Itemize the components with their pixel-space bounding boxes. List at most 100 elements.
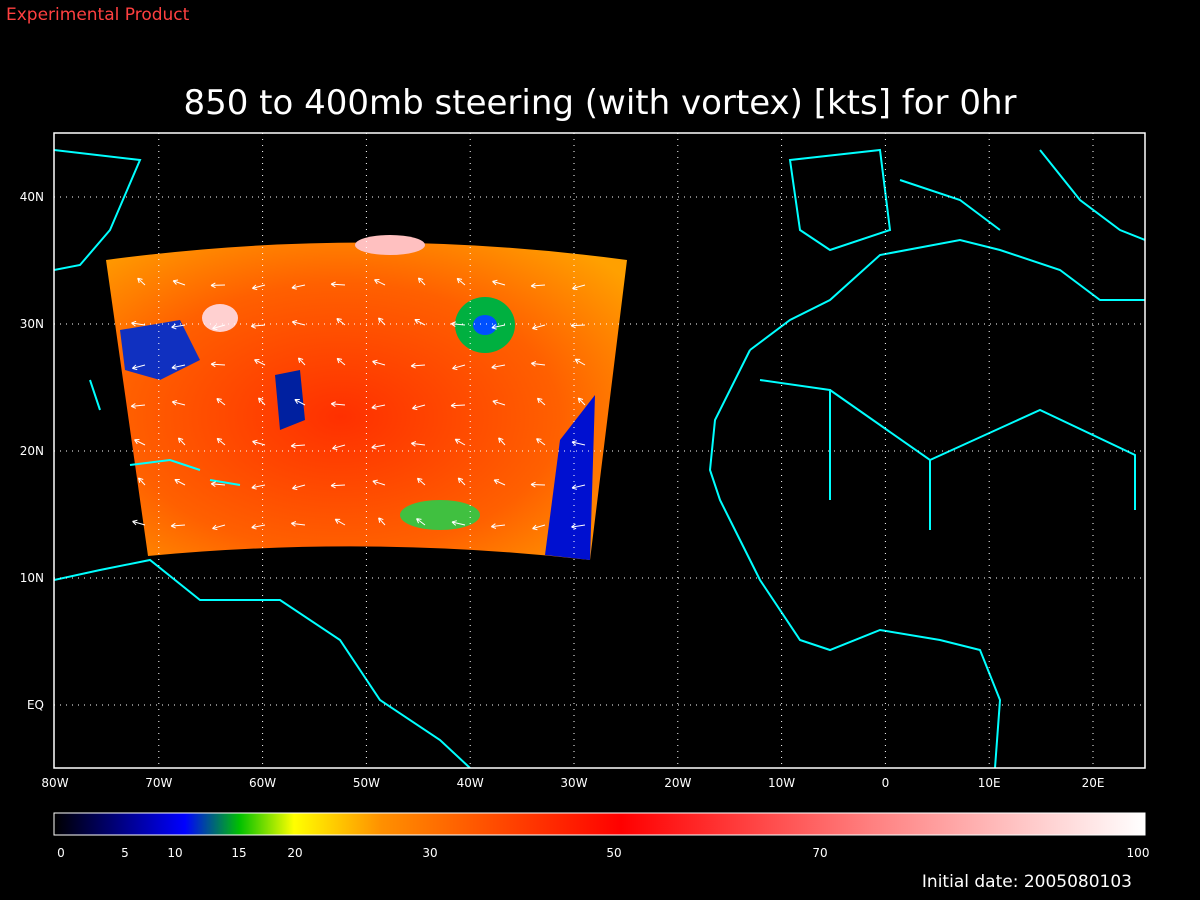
wind-arrow [216,437,226,446]
wind-arrow [210,361,226,368]
wind-arrow [577,397,586,406]
lon-label: 70W [145,776,172,790]
lon-label: 80W [41,776,68,790]
wind-arrow [570,322,586,329]
wind-arrow [252,439,266,446]
wind-arrow [378,517,386,526]
wind-arrow [294,398,306,406]
wind-arrows [130,277,586,531]
wind-arrow [372,479,386,486]
wind-arrow [532,324,546,331]
wind-arrow [416,477,426,486]
wind-arrow [457,477,466,486]
wind-arrow [536,397,546,406]
wind-arrow [492,279,506,286]
lon-label: 10W [768,776,795,790]
wind-arrow [498,437,506,446]
wind-arrow [290,521,306,527]
wind-arrow [530,361,546,367]
wind-arrow [290,442,306,449]
wind-arrow [492,399,506,406]
wind-arrow [574,358,586,366]
lon-label: 20E [1082,776,1105,790]
lon-label: 20W [664,776,691,790]
wind-arrow [536,438,546,446]
colorbar-label: 20 [287,846,302,860]
wind-arrow [172,279,186,286]
wind-arrow [371,443,386,450]
wind-arrow [210,481,226,487]
wind-arrow [210,282,226,289]
colorbar-label: 70 [812,846,827,860]
wind-arrow [171,364,186,370]
wind-arrow [454,438,466,446]
coastlines [54,148,1145,768]
wind-arrow [130,403,146,409]
wind-arrow [491,324,506,330]
wind-arrow [171,323,186,330]
wind-arrow [410,362,426,369]
field-blob [275,370,305,430]
wind-arrow [417,277,426,286]
colorbar-label: 5 [121,846,129,860]
wind-arrow [530,282,546,289]
wind-arrow [374,279,386,286]
lon-label: 60W [249,776,276,790]
wind-arrow [378,317,386,326]
wind-arrow [216,398,226,406]
wind-arrow [452,364,466,371]
wind-arrow [254,359,266,366]
wind-arrow [131,364,146,371]
wind-arrow [138,477,146,486]
wind-arrow [336,357,346,366]
wind-arrow [291,284,306,290]
wind-arrow [493,479,506,486]
wind-arrow [334,518,346,526]
colorbar-label: 0 [57,846,65,860]
lon-label: 30W [560,776,587,790]
product-label: Experimental Product [6,5,190,25]
wind-arrow [258,397,266,406]
map-frame [53,132,1146,769]
wind-arrow [572,284,586,291]
field-blob [473,315,497,335]
lat-label: 40N [20,190,44,204]
map-area [54,133,1145,768]
wind-arrow [251,484,266,490]
wind-arrow [450,321,466,327]
lon-label: 50W [353,776,380,790]
axis-labels: 80W 70W 60W 50W 40W 30W 20W 10W 0 10E 20E 40N 30N 20N… [20,190,1105,790]
wind-arrow [371,404,386,410]
initial-date: Initial date: 2005080103 [922,872,1132,892]
wind-arrow [132,519,146,526]
wind-arrow [171,399,186,406]
map-title: 850 to 400mb steering (with vortex) [kts… [183,83,1016,123]
wind-arrow [416,518,426,526]
wind-arrow [451,520,466,526]
wind-arrow [571,440,586,446]
field-blob [545,395,595,560]
wind-arrow [251,284,266,291]
wind-arrow [177,437,186,446]
wind-arrow [332,444,346,451]
wind-arrow [532,524,546,531]
colorbar [53,812,1146,836]
wind-arrow [137,277,146,286]
wind-arrow [170,522,186,529]
wind-arrow [134,439,146,446]
colorbar-label: 10 [167,846,182,860]
colorbar-label: 30 [422,846,437,860]
wind-arrow [174,478,186,486]
wind-arrow [330,482,346,489]
wind-arrow [212,524,226,531]
colorbar-labels: 0 5 10 15 20 30 50 70 100 [57,846,1149,860]
lon-label: 40W [457,776,484,790]
wind-arrow [330,401,346,407]
wind-arrow [414,318,426,326]
field-blob [202,304,238,332]
field-blob [120,320,200,380]
wind-arrow [212,324,226,331]
wind-arrow [456,277,466,286]
colorbar-label: 100 [1127,846,1150,860]
wind-arrow [491,363,506,370]
